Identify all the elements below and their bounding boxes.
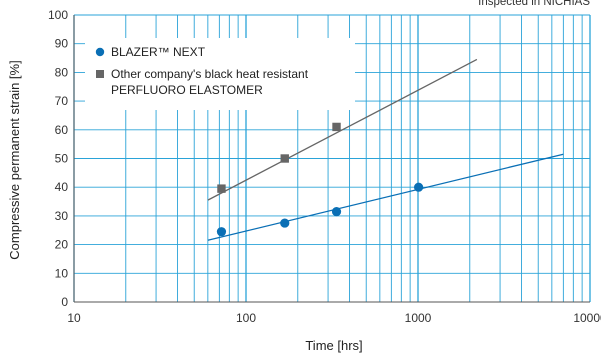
x-tick-label: 10	[67, 311, 81, 325]
legend-marker-square	[96, 70, 104, 78]
data-point-circle	[331, 206, 342, 217]
x-tick-label: 10000	[573, 311, 601, 325]
axes: 0 10 20 30 40 50 60 70 80 90 100 10 100 1000 10000	[48, 8, 601, 325]
y-tick-label: 30	[55, 209, 69, 223]
y-tick-label: 10	[55, 266, 69, 280]
y-tick-label: 70	[55, 94, 69, 108]
legend: BLAZER™ NEXT Other company's black heat r…	[85, 38, 355, 110]
legend-marker-circle	[95, 47, 105, 57]
legend-entry-label: PERFLUORO ELASTOMER	[111, 83, 263, 97]
x-axis-title: Time [hrs]	[305, 338, 362, 353]
data-point-circle	[216, 227, 227, 237]
data-point-square	[280, 154, 289, 163]
data-point-circle	[413, 182, 424, 192]
trend-line	[207, 153, 564, 241]
data-point-square	[332, 122, 341, 132]
y-tick-label: 50	[55, 152, 69, 166]
legend-entry-label: Other company's black heat resistant	[111, 67, 309, 81]
y-tick-label: 60	[55, 123, 69, 137]
y-tick-label: 20	[55, 238, 69, 252]
data-point-square	[217, 184, 226, 193]
y-tick-label: 80	[55, 65, 69, 79]
chart-annotation: Inspected in NICHIAS	[478, 0, 590, 8]
x-tick-label: 100	[236, 311, 256, 325]
y-axis-title: Compressive permanent strain [%]	[7, 60, 22, 259]
trend-lines	[207, 58, 564, 241]
x-tick-label: 1000	[405, 311, 432, 325]
trend-line	[207, 58, 478, 201]
legend-entry-label: BLAZER™ NEXT	[111, 45, 206, 59]
y-tick-label: 40	[55, 180, 69, 194]
y-tick-label: 90	[55, 37, 69, 51]
y-tick-label: 0	[61, 295, 68, 309]
y-tick-label: 100	[48, 8, 68, 22]
data-points	[216, 122, 424, 237]
legend-box	[85, 38, 355, 110]
data-point-circle	[280, 218, 290, 228]
